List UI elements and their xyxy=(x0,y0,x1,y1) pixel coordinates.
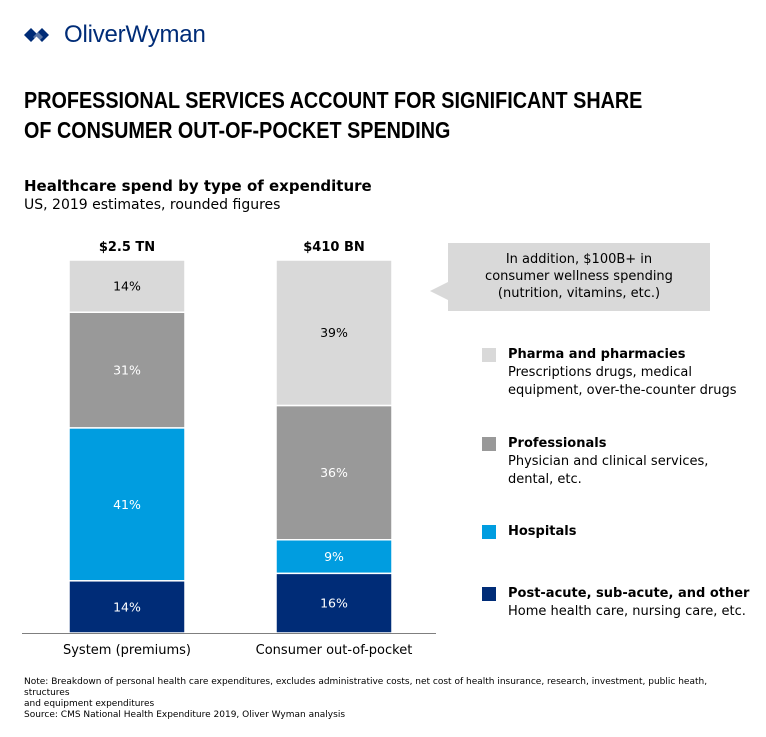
bar-total-label: $2.5 TN xyxy=(99,240,155,255)
legend-description: Physician and clinical services, xyxy=(508,454,709,469)
legend-swatch xyxy=(482,348,496,362)
data-label: 41% xyxy=(113,497,141,512)
bar-segment xyxy=(275,539,393,575)
legend-swatch xyxy=(482,437,496,451)
data-label: 31% xyxy=(113,363,141,378)
data-label: 14% xyxy=(113,279,141,294)
bar-segment xyxy=(275,259,393,407)
legend-label: Professionals xyxy=(508,436,607,451)
legend-label: Post-acute, sub-acute, and other xyxy=(508,586,750,601)
legend-swatch xyxy=(482,525,496,539)
bar-total-label: $410 BN xyxy=(303,240,365,255)
bar-segment xyxy=(68,427,186,582)
callout-line: consumer wellness spending xyxy=(485,269,673,284)
footnote-line: Source: CMS National Health Expenditure … xyxy=(24,710,346,720)
legend-description: dental, etc. xyxy=(508,472,582,487)
legend-label: Hospitals xyxy=(508,524,577,539)
page-title: PROFESSIONAL SERVICES ACCOUNT FOR SIGNIF… xyxy=(24,85,643,145)
legend-description: Prescriptions drugs, medical xyxy=(508,365,692,380)
bar-segment xyxy=(275,572,393,634)
legend-description: equipment, over-the-counter drugs xyxy=(508,383,737,398)
bar-segment xyxy=(68,259,186,313)
brand-logo: OliverWyman xyxy=(22,18,206,52)
legend-description: Home health care, nursing care, etc. xyxy=(508,604,746,619)
callout-pointer xyxy=(430,282,448,300)
data-label: 39% xyxy=(320,325,348,340)
data-label: 16% xyxy=(320,596,348,611)
legend-swatch xyxy=(482,587,496,601)
legend-label: Pharma and pharmacies xyxy=(508,347,686,362)
footnotes: Note: Breakdown of personal health care … xyxy=(24,677,744,721)
brand-name: OliverWyman xyxy=(64,21,206,48)
data-label: 36% xyxy=(320,465,348,480)
bar-segment xyxy=(68,311,186,429)
wellness-callout: In addition, $100B+ in consumer wellness… xyxy=(448,243,710,311)
page-title-line: OF CONSUMER OUT-OF-POCKET SPENDING xyxy=(24,117,451,143)
page-title-line: PROFESSIONAL SERVICES ACCOUNT FOR SIGNIF… xyxy=(24,87,643,113)
category-label: System (premiums) xyxy=(63,643,191,658)
callout-line: (nutrition, vitamins, etc.) xyxy=(497,286,661,301)
oliver-wyman-logo-icon xyxy=(24,28,49,42)
chart-subtitle: US, 2019 estimates, rounded figures xyxy=(24,197,281,213)
bar-segment xyxy=(275,404,393,541)
category-label: Consumer out-of-pocket xyxy=(256,643,413,658)
chart-title: Healthcare spend by type of expenditure xyxy=(24,177,372,195)
callout-line: In addition, $100B+ in xyxy=(505,252,653,267)
footnote-line: and equipment expenditures xyxy=(24,699,155,709)
footnote-line: Note: Breakdown of personal health care … xyxy=(24,677,708,698)
data-label: 14% xyxy=(113,599,141,614)
data-label: 9% xyxy=(324,549,344,564)
